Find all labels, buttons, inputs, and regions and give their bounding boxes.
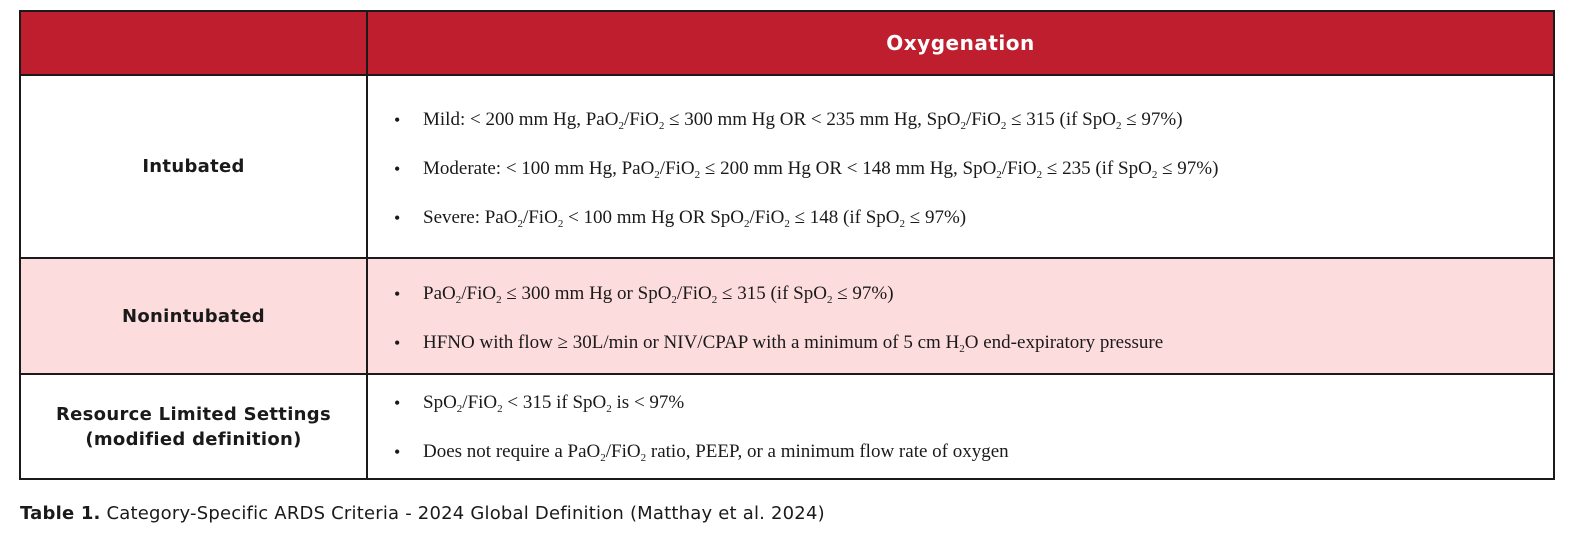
category-nonintubated: Nonintubated <box>21 259 368 373</box>
category-resource-limited-line2: (modified definition) <box>85 428 302 450</box>
criteria-item: SpO2/FiO2 < 315 if SpO2 is < 97% <box>368 392 1553 441</box>
criteria-item: PaO2/FiO2 ≤ 300 mm Hg or SpO2/FiO2 ≤ 315… <box>368 283 1553 332</box>
category-resource-limited-line1: Resource Limited Settings <box>56 403 331 425</box>
header-empty-cell <box>21 12 368 74</box>
criteria-cell-resource-limited: SpO2/FiO2 < 315 if SpO2 is < 97% Does no… <box>368 375 1553 478</box>
criteria-item: Severe: PaO2/FiO2 < 100 mm Hg OR SpO2/Fi… <box>368 207 1553 256</box>
caption-label: Table 1. <box>20 503 101 524</box>
table-header-row: Oxygenation <box>21 12 1553 74</box>
category-intubated: Intubated <box>21 76 368 257</box>
criteria-cell-intubated: Mild: < 200 mm Hg, PaO2/FiO2 ≤ 300 mm Hg… <box>368 76 1553 257</box>
criteria-item: Does not require a PaO2/FiO2 ratio, PEEP… <box>368 441 1553 490</box>
criteria-item: Moderate: < 100 mm Hg, PaO2/FiO2 ≤ 200 m… <box>368 158 1553 207</box>
criteria-item: HFNO with flow ≥ 30L/min or NIV/CPAP wit… <box>368 332 1553 381</box>
table-caption: Table 1. Category-Specific ARDS Criteria… <box>20 503 825 524</box>
caption-text: Category-Specific ARDS Criteria - 2024 G… <box>100 503 825 524</box>
criteria-cell-nonintubated: PaO2/FiO2 ≤ 300 mm Hg or SpO2/FiO2 ≤ 315… <box>368 259 1553 373</box>
criteria-item: Mild: < 200 mm Hg, PaO2/FiO2 ≤ 300 mm Hg… <box>368 109 1553 158</box>
table-row-intubated: Intubated Mild: < 200 mm Hg, PaO2/FiO2 ≤… <box>21 74 1553 257</box>
table-row-nonintubated: Nonintubated PaO2/FiO2 ≤ 300 mm Hg or Sp… <box>21 257 1553 373</box>
table-row-resource-limited: Resource Limited Settings (modified defi… <box>21 373 1553 478</box>
category-resource-limited: Resource Limited Settings (modified defi… <box>21 375 368 478</box>
ards-criteria-table: Oxygenation Intubated Mild: < 200 mm Hg,… <box>19 10 1555 480</box>
header-oxygenation: Oxygenation <box>886 31 1035 55</box>
